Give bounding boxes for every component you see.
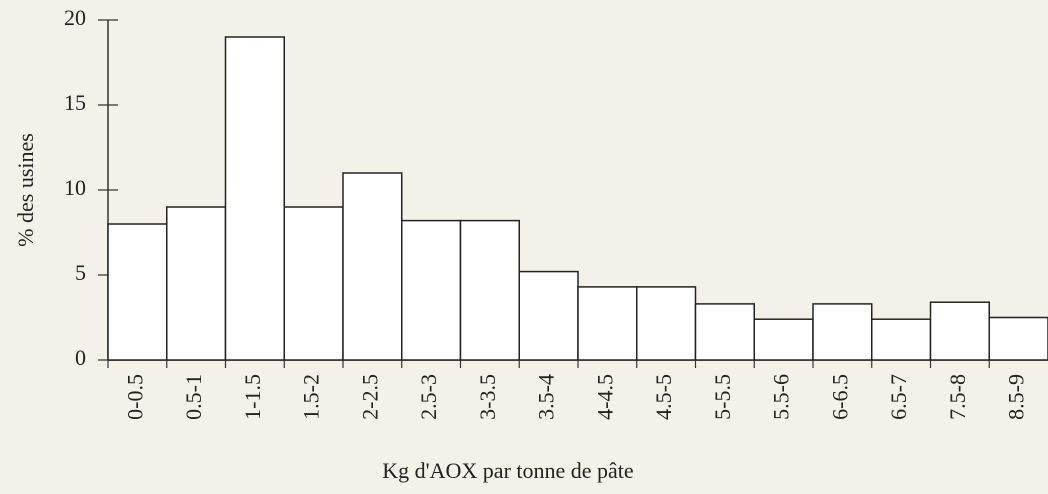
- bar: [283, 206, 344, 361]
- bar: [342, 172, 403, 361]
- x-tick-label: 1.5-2: [299, 374, 324, 420]
- bar: [401, 219, 462, 361]
- bar: [812, 303, 873, 361]
- x-tick-label: 5.5-6: [769, 374, 794, 420]
- bar: [518, 270, 579, 361]
- x-tick-label: 8.5-9: [1004, 374, 1029, 420]
- bar: [988, 316, 1048, 361]
- bar: [577, 286, 638, 361]
- x-tick-label: 3.5-4: [534, 374, 559, 420]
- bar: [636, 286, 697, 361]
- x-tick-label: 2-2.5: [357, 374, 382, 420]
- x-tick-label: 4-4.5: [592, 374, 617, 420]
- y-tick-label: 10: [64, 175, 86, 200]
- y-tick-label: 20: [64, 5, 86, 30]
- x-tick-label: 2.5-3: [416, 374, 441, 420]
- x-tick-label: 4.5-5: [651, 374, 676, 420]
- bar: [871, 318, 932, 361]
- bar: [224, 36, 285, 361]
- bar: [694, 303, 755, 361]
- x-tick-label: 7.5-8: [945, 374, 970, 420]
- bar: [166, 206, 227, 361]
- y-tick-label: 0: [75, 345, 86, 370]
- y-axis-label: % des usines: [13, 133, 38, 247]
- bar: [929, 301, 990, 361]
- x-tick-label: 3-3.5: [475, 374, 500, 420]
- x-tick-label: 6-6.5: [827, 374, 852, 420]
- x-tick-label: 0-0.5: [122, 374, 147, 420]
- x-tick-label: 1-1.5: [240, 374, 265, 420]
- bar: [107, 223, 168, 361]
- y-tick-label: 5: [75, 260, 86, 285]
- bar: [459, 219, 520, 361]
- x-tick-label: 6.5-7: [886, 374, 911, 420]
- y-tick-label: 15: [64, 90, 86, 115]
- x-axis-label: Kg d'AOX par tonne de pâte: [382, 458, 633, 483]
- bar: [753, 318, 814, 361]
- x-tick-label: 5-5.5: [710, 374, 735, 420]
- x-tick-label: 0.5-1: [181, 374, 206, 420]
